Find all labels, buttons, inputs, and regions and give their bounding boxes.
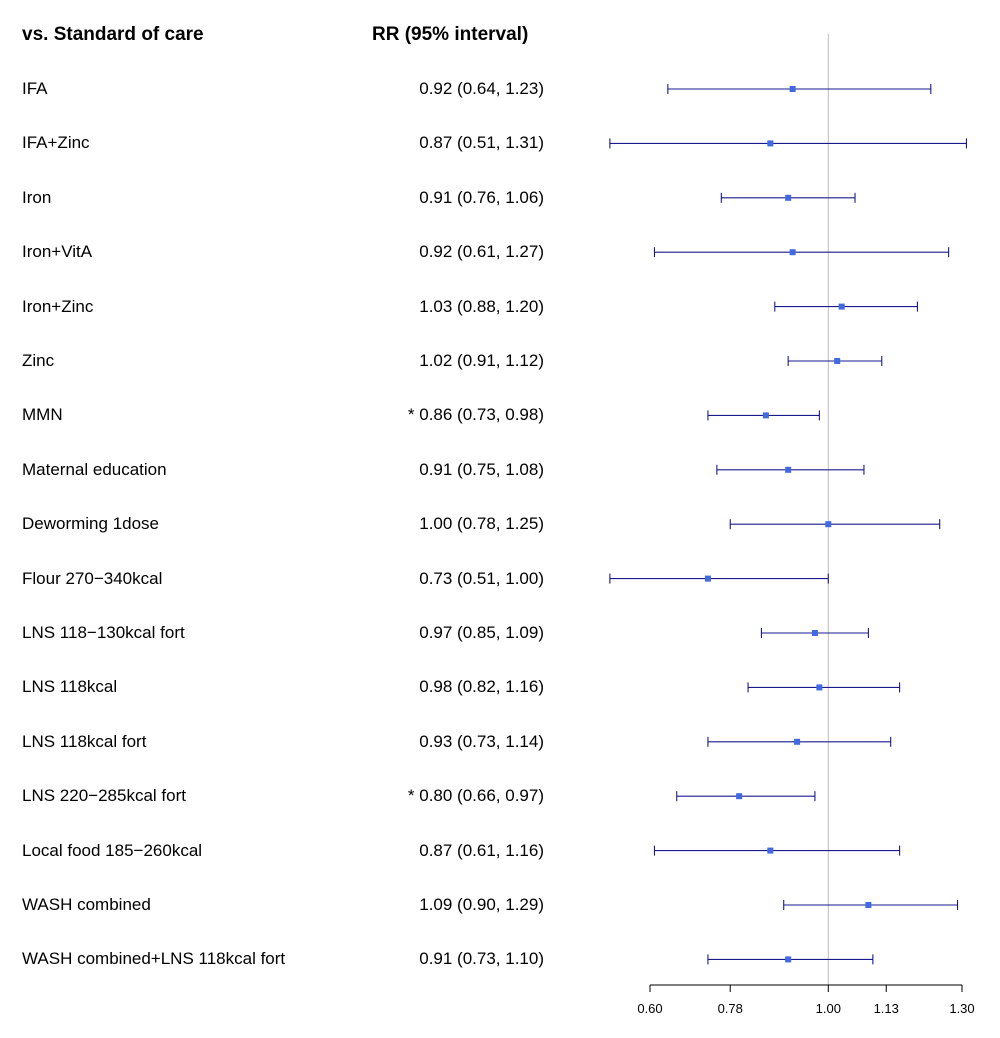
row-label: LNS 220−285kcal fort — [22, 786, 186, 806]
row-label: Zinc — [22, 351, 55, 370]
point-estimate — [834, 358, 841, 364]
row-label: IFA — [22, 79, 48, 98]
row-estimate: 0.91 (0.73, 1.10) — [419, 949, 544, 969]
row-estimate: 0.91 (0.75, 1.08) — [419, 459, 544, 479]
row-label: LNS 118kcal fort — [22, 731, 147, 751]
forest-row: IFA 0.92 (0.64, 1.23) — [0, 79, 600, 133]
point-estimate — [794, 738, 801, 745]
row-label: Iron — [22, 187, 52, 207]
point-estimate — [736, 793, 743, 800]
point-estimate — [789, 86, 796, 92]
x-tick-label: 1.13 — [874, 1001, 899, 1016]
forest-row: LNS 118−130kcal fort 0.97 (0.85, 1.09) — [0, 623, 600, 677]
forest-row: Flour 270−340kcal 0.73 (0.51, 1.00) — [0, 569, 600, 623]
row-label: Iron+Zinc — [22, 296, 94, 316]
forest-row: LNS 118kcal 0.98 (0.82, 1.16) — [0, 677, 600, 731]
row-label: LNS 118−130kcal fort — [22, 623, 185, 642]
row-estimate: 0.91 (0.76, 1.06) — [419, 187, 544, 207]
forest-row: Deworming 1dose 1.00 (0.78, 1.25) — [0, 514, 600, 568]
point-estimate — [816, 684, 823, 691]
forest-row: Zinc 1.02 (0.91, 1.12) — [0, 351, 600, 405]
forest-row: Iron+Zinc 1.03 (0.88, 1.20) — [0, 297, 600, 351]
forest-row: Maternal education 0.91 (0.75, 1.08) — [0, 460, 600, 514]
point-estimate — [785, 466, 792, 473]
row-estimate: * 0.80 (0.66, 0.97) — [407, 786, 544, 806]
row-estimate: 0.93 (0.73, 1.14) — [419, 731, 544, 751]
point-estimate — [785, 956, 792, 963]
forest-row: LNS 220−285kcal fort * 0.80 (0.66, 0.97) — [0, 786, 600, 840]
point-estimate — [785, 194, 792, 201]
row-estimate: 0.97 (0.85, 1.09) — [419, 623, 544, 642]
row-estimate: 0.92 (0.64, 1.23) — [419, 79, 544, 98]
point-estimate — [789, 249, 796, 256]
estimate-header: RR (95% interval) — [372, 24, 529, 45]
row-label: Iron+VitA — [22, 242, 93, 262]
comparison-header: vs. Standard of care — [22, 24, 204, 45]
row-estimate: 1.00 (0.78, 1.25) — [419, 514, 544, 534]
row-label: WASH combined — [22, 895, 151, 914]
row-estimate: 1.02 (0.91, 1.12) — [419, 351, 544, 370]
row-estimate: * 0.86 (0.73, 0.98) — [407, 405, 544, 425]
point-estimate — [762, 412, 769, 419]
point-estimate — [865, 902, 872, 908]
row-estimate: 1.03 (0.88, 1.20) — [419, 296, 544, 316]
row-estimate: 0.87 (0.61, 1.16) — [419, 840, 544, 860]
forest-row: WASH combined 1.09 (0.90, 1.29) — [0, 895, 600, 949]
row-label: LNS 118kcal — [22, 677, 118, 697]
x-tick-label: 0.60 — [637, 1001, 662, 1016]
row-label: WASH combined+LNS 118kcal fort — [22, 949, 286, 969]
forest-row: Iron+VitA 0.92 (0.61, 1.27) — [0, 242, 600, 296]
row-label: Flour 270−340kcal — [22, 568, 163, 588]
forest-row: LNS 118kcal fort 0.93 (0.73, 1.14) — [0, 732, 600, 786]
point-estimate — [767, 847, 774, 854]
row-estimate: 0.98 (0.82, 1.16) — [419, 677, 544, 697]
row-label: Maternal education — [22, 459, 167, 479]
forest-row: Local food 185−260kcal 0.87 (0.61, 1.16) — [0, 841, 600, 895]
point-estimate — [825, 521, 832, 528]
row-label: MMN — [22, 405, 63, 425]
forest-row: WASH combined+LNS 118kcal fort 0.91 (0.73… — [0, 949, 600, 1003]
forest-row: Iron 0.91 (0.76, 1.06) — [0, 188, 600, 242]
row-estimate: 0.92 (0.61, 1.27) — [419, 242, 544, 262]
forest-row: IFA+Zinc 0.87 (0.51, 1.31) — [0, 133, 600, 187]
row-estimate: 1.09 (0.90, 1.29) — [419, 895, 544, 914]
row-estimate: 0.73 (0.51, 1.00) — [419, 568, 544, 588]
point-estimate — [767, 140, 774, 147]
x-tick-label: 1.30 — [949, 1001, 974, 1016]
row-estimate: 0.87 (0.51, 1.31) — [419, 133, 544, 153]
point-estimate — [811, 630, 818, 636]
row-label: Deworming 1dose — [22, 514, 160, 534]
point-estimate — [838, 303, 845, 310]
forest-row: MMN * 0.86 (0.73, 0.98) — [0, 405, 600, 459]
x-tick-label: 0.78 — [718, 1001, 743, 1016]
row-label: IFA+Zinc — [22, 133, 90, 153]
point-estimate — [704, 575, 711, 582]
x-tick-label: 1.00 — [816, 1001, 841, 1016]
row-label: Local food 185−260kcal — [22, 840, 203, 860]
